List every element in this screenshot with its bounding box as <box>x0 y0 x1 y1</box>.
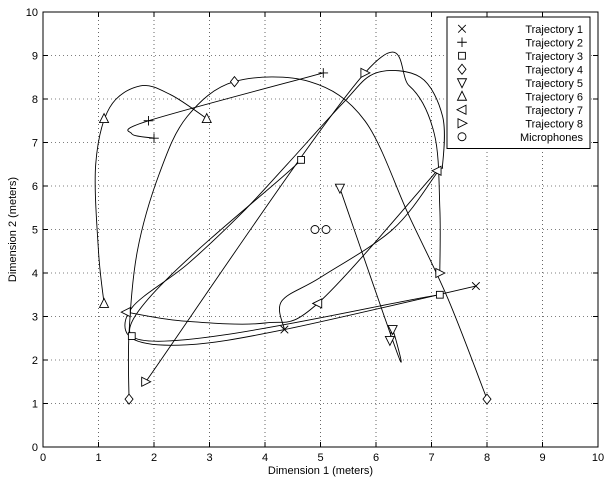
y-tick-label: 3 <box>32 312 38 324</box>
legend-label: Trajectory 3 <box>525 51 583 63</box>
series-7-point <box>431 165 442 177</box>
y-tick-label: 6 <box>32 181 38 193</box>
trajectory-1-path <box>124 70 476 346</box>
x-tick-label: 7 <box>428 452 434 464</box>
x-tick-label: 0 <box>40 452 46 464</box>
trajectory-6-path <box>94 85 207 304</box>
y-axis-label: Dimension 2 (meters) <box>7 177 19 282</box>
series-3-point <box>435 290 444 299</box>
x-tick-label: 9 <box>539 452 545 464</box>
legend-label: Trajectory 8 <box>525 118 583 130</box>
x-tick-label: 10 <box>592 452 604 464</box>
trajectory-3-path <box>129 159 440 342</box>
series-6-point <box>201 112 212 124</box>
x-tick-label: 2 <box>151 452 157 464</box>
y-tick-label: 10 <box>26 7 38 19</box>
y-tick-label: 9 <box>32 51 38 63</box>
trajectory-paths <box>94 51 488 400</box>
legend-marker <box>457 24 467 33</box>
x-tick-label: 1 <box>95 452 101 464</box>
series-3-point <box>127 332 136 340</box>
legend-marker <box>456 78 468 89</box>
x-tick-label: 5 <box>317 452 323 464</box>
trajectory-8-path <box>145 51 441 383</box>
x-tick-label: 8 <box>484 452 490 464</box>
y-tick-label: 2 <box>32 355 38 367</box>
legend-marker <box>457 63 467 75</box>
series-7-point <box>120 306 131 318</box>
series-2-point <box>318 68 329 78</box>
series-3-point <box>297 156 305 164</box>
y-tick-label: 5 <box>32 225 38 237</box>
series-2-point <box>143 115 154 126</box>
series-8-point <box>435 267 446 279</box>
legend-label: Trajectory 1 <box>525 24 583 36</box>
series-1-point <box>471 281 481 291</box>
series-7-point <box>311 298 323 309</box>
series-4-point <box>482 393 492 405</box>
series-5-point <box>334 183 346 195</box>
series-6-point <box>98 297 110 308</box>
axis-ticks: 0 1 2 3 4 5 6 7 8 9 10 0 1 2 3 4 5 6 7 8 9 10 <box>26 7 604 464</box>
series-5-point <box>387 325 398 336</box>
legend-label: Trajectory 7 <box>525 105 583 117</box>
series-8-point <box>141 376 152 387</box>
legend-label: Trajectory 5 <box>525 78 583 90</box>
legend-box <box>446 16 591 149</box>
series-1-point <box>280 325 289 334</box>
y-tick-label: 0 <box>32 442 38 454</box>
series-9-point <box>321 225 331 234</box>
series-2-point <box>149 133 159 143</box>
legend-marker <box>457 118 469 129</box>
series-8-point <box>360 67 371 79</box>
legend-label: Microphones <box>520 132 583 144</box>
legend-label: Trajectory 2 <box>525 37 583 49</box>
legend-marker <box>455 104 467 115</box>
data-markers <box>98 67 492 405</box>
series-6-point <box>98 112 110 124</box>
series-5-point <box>384 335 396 347</box>
y-tick-label: 7 <box>32 138 38 150</box>
x-tick-label: 4 <box>262 452 268 464</box>
series-9-point <box>310 225 320 234</box>
y-tick-label: 8 <box>32 94 38 106</box>
legend-marker <box>458 51 466 60</box>
trajectory-4-path <box>127 76 488 400</box>
legend-marker <box>456 90 468 101</box>
y-tick-label: 1 <box>32 399 38 411</box>
legend-label: Trajectory 4 <box>525 64 583 76</box>
series-4-point <box>229 75 240 88</box>
legend-marker <box>457 37 467 48</box>
trajectory-7-path <box>126 170 438 325</box>
x-tick-label: 3 <box>206 452 212 464</box>
legend-label: Trajectory 6 <box>525 91 583 103</box>
x-tick-label: 6 <box>373 452 379 464</box>
x-axis-label: Dimension 1 (meters) <box>268 465 373 477</box>
trajectory-2-path <box>127 72 324 139</box>
legend-marker <box>457 132 467 142</box>
y-tick-label: 4 <box>32 268 38 280</box>
series-4-point <box>124 393 134 405</box>
